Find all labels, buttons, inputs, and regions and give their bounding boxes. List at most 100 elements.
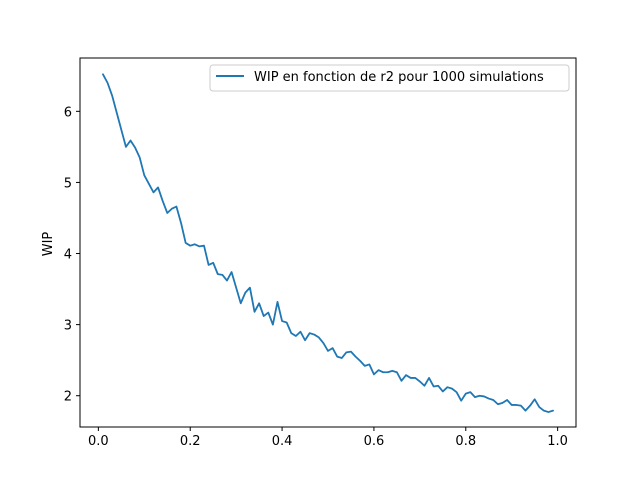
data-point	[488, 397, 490, 399]
data-point	[161, 200, 163, 202]
data-point	[106, 82, 108, 84]
data-point	[212, 262, 214, 264]
data-point	[267, 311, 269, 313]
data-point	[460, 399, 462, 401]
data-point	[125, 146, 127, 148]
data-point	[322, 342, 324, 344]
data-point	[139, 156, 141, 158]
x-tick-label: 1.0	[547, 434, 568, 449]
x-tick-label: 0.0	[88, 434, 109, 449]
data-point	[538, 406, 540, 408]
data-point	[478, 395, 480, 397]
data-point	[451, 387, 453, 389]
data-point	[377, 369, 379, 371]
x-tick-label: 0.2	[180, 434, 201, 449]
data-point	[240, 302, 242, 304]
data-point	[157, 186, 159, 188]
data-point	[308, 332, 310, 334]
axes: 0.0 0.2 0.4 0.6 0.8 1.0 2 3 4 5 6	[64, 57, 577, 449]
data-point	[253, 311, 255, 313]
data-point	[331, 347, 333, 349]
data-point	[529, 404, 531, 406]
y-tick-label: 6	[64, 105, 72, 120]
data-point	[382, 371, 384, 373]
data-point	[258, 302, 260, 304]
data-point	[520, 404, 522, 406]
y-tick-label: 3	[64, 319, 72, 334]
data-point	[304, 339, 306, 341]
y-axis-label: WIP	[41, 232, 56, 257]
data-point	[341, 357, 343, 359]
data-point	[299, 331, 301, 333]
y-tick-label: 5	[64, 176, 72, 191]
data-point	[171, 208, 173, 210]
data-point	[359, 360, 361, 362]
data-point	[263, 315, 265, 317]
data-point	[203, 245, 205, 247]
data-point	[327, 350, 329, 352]
data-point	[235, 286, 237, 288]
data-point	[313, 333, 315, 335]
legend-box	[209, 64, 570, 92]
data-point	[350, 350, 352, 352]
data-point	[547, 411, 549, 413]
data-point	[368, 363, 370, 365]
data-point	[446, 386, 448, 388]
data-point	[120, 129, 122, 131]
data-point	[373, 373, 375, 375]
data-point	[409, 377, 411, 379]
data-point	[116, 112, 118, 114]
data-point	[276, 301, 278, 303]
data-point	[249, 286, 251, 288]
data-point	[396, 371, 398, 373]
axes-frame	[79, 57, 577, 428]
data-point	[281, 320, 283, 322]
data-point	[184, 242, 186, 244]
data-point	[524, 409, 526, 411]
data-point	[533, 398, 535, 400]
data-point	[290, 332, 292, 334]
data-point	[552, 409, 554, 411]
data-point	[226, 279, 228, 281]
data-point	[515, 404, 517, 406]
data-point	[336, 355, 338, 357]
data-point	[148, 183, 150, 185]
data-point	[129, 139, 131, 141]
data-point	[111, 94, 113, 96]
data-point	[318, 336, 320, 338]
data-point	[152, 191, 154, 193]
data-point	[166, 212, 168, 214]
data-point	[483, 395, 485, 397]
x-tick-label: 0.8	[455, 434, 476, 449]
data-point	[442, 390, 444, 392]
data-point	[455, 391, 457, 393]
x-tick-label: 0.4	[272, 434, 293, 449]
data-point	[497, 403, 499, 405]
data-point	[364, 365, 366, 367]
data-point	[437, 385, 439, 387]
data-point	[272, 323, 274, 325]
data-point	[207, 264, 209, 266]
data-point	[175, 205, 177, 207]
series-line-0	[102, 73, 554, 413]
data-point	[432, 385, 434, 387]
data-point	[221, 274, 223, 276]
data-point	[469, 391, 471, 393]
data-point	[543, 409, 545, 411]
data-point	[345, 351, 347, 353]
data-point	[428, 377, 430, 379]
data-point	[198, 245, 200, 247]
y-tick-label: 2	[64, 390, 72, 405]
data-point	[423, 385, 425, 387]
data-point	[506, 399, 508, 401]
data-point	[414, 377, 416, 379]
data-point	[474, 396, 476, 398]
data-point	[180, 222, 182, 224]
data-point	[143, 174, 145, 176]
data-point	[285, 321, 287, 323]
data-point	[295, 335, 297, 337]
data-point	[134, 146, 136, 148]
data-point	[501, 402, 503, 404]
data-point	[405, 374, 407, 376]
